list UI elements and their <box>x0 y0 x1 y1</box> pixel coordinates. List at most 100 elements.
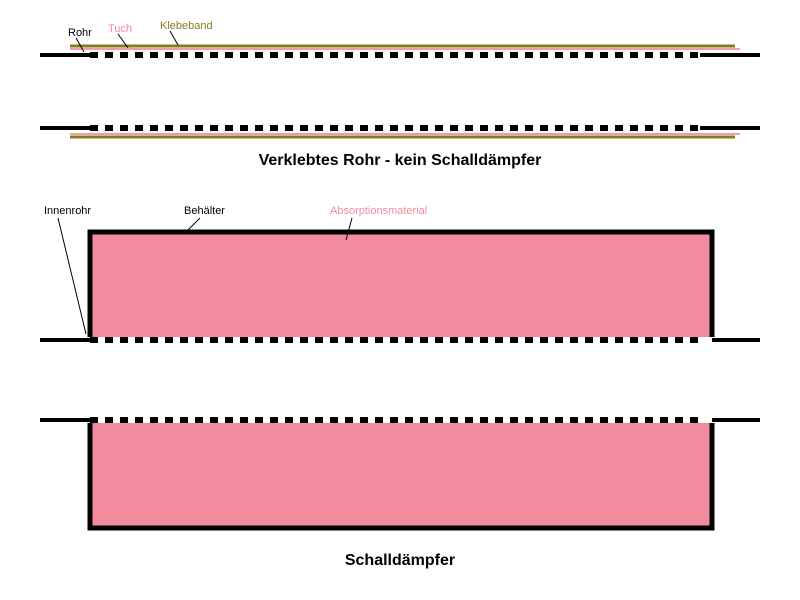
perf-seg <box>120 125 128 131</box>
perf-seg <box>570 125 578 131</box>
perf-seg <box>390 417 398 423</box>
perf-seg <box>600 417 608 423</box>
perf-seg <box>105 337 113 343</box>
perf-seg <box>90 52 98 58</box>
perf-seg <box>540 125 548 131</box>
perf-seg <box>390 52 398 58</box>
absorption-upper <box>90 235 712 338</box>
perf-seg <box>375 417 383 423</box>
perf-seg <box>555 417 563 423</box>
perf-seg <box>570 52 578 58</box>
perf-seg <box>630 125 638 131</box>
perf-seg <box>315 125 323 131</box>
perf-seg <box>135 337 143 343</box>
perf-seg <box>390 125 398 131</box>
perf-seg <box>525 52 533 58</box>
perf-seg <box>375 337 383 343</box>
perf-seg <box>600 52 608 58</box>
absorption-lower <box>90 423 712 526</box>
perf-seg <box>675 125 683 131</box>
perf-seg <box>285 125 293 131</box>
perf-seg <box>360 337 368 343</box>
perf-seg <box>405 337 413 343</box>
perf-seg <box>255 125 263 131</box>
perf-seg <box>105 417 113 423</box>
perforation-1 <box>90 125 698 131</box>
perf-seg <box>540 417 548 423</box>
rohr-label: Rohr <box>68 27 92 39</box>
perf-seg <box>300 417 308 423</box>
innenrohr-leader <box>58 218 86 334</box>
title-bottom: Schalldämpfer <box>345 552 455 569</box>
perf-seg <box>465 417 473 423</box>
perf-seg <box>345 52 353 58</box>
perf-seg <box>195 52 203 58</box>
perf-seg <box>555 337 563 343</box>
perf-seg <box>180 125 188 131</box>
perf-seg <box>525 417 533 423</box>
perf-seg <box>465 125 473 131</box>
perf-seg <box>630 337 638 343</box>
perf-seg <box>480 337 488 343</box>
perf-seg <box>630 52 638 58</box>
perf-seg <box>525 337 533 343</box>
perf-seg <box>450 52 458 58</box>
perf-seg <box>375 52 383 58</box>
perf-seg <box>645 52 653 58</box>
perf-seg <box>555 52 563 58</box>
perf-seg <box>120 337 128 343</box>
perf-seg <box>210 52 218 58</box>
perf-seg <box>510 417 518 423</box>
perf-seg <box>570 417 578 423</box>
perf-seg <box>585 52 593 58</box>
section-silencer <box>40 232 760 528</box>
perf-seg <box>165 337 173 343</box>
perf-seg <box>345 125 353 131</box>
perf-seg <box>675 337 683 343</box>
perf-seg <box>165 125 173 131</box>
perf-seg <box>615 337 623 343</box>
perf-seg <box>645 125 653 131</box>
perf-seg <box>150 337 158 343</box>
perf-seg <box>660 417 668 423</box>
absorption-label: Absorptionsmaterial <box>330 205 427 217</box>
perf-seg <box>135 417 143 423</box>
perf-seg <box>585 337 593 343</box>
perf-seg <box>480 52 488 58</box>
perf-seg <box>465 52 473 58</box>
perf-seg <box>225 337 233 343</box>
perf-seg <box>435 417 443 423</box>
perf-seg <box>315 337 323 343</box>
perf-seg <box>450 417 458 423</box>
perf-seg <box>315 52 323 58</box>
perf-seg <box>495 52 503 58</box>
perf-seg <box>360 52 368 58</box>
perf-seg <box>420 52 428 58</box>
perf-seg <box>240 337 248 343</box>
perf-seg <box>390 337 398 343</box>
perf-seg <box>615 52 623 58</box>
perf-seg <box>210 337 218 343</box>
perf-seg <box>690 125 698 131</box>
perf-seg <box>660 125 668 131</box>
perf-seg <box>645 337 653 343</box>
behaelter-label: Behälter <box>184 205 225 217</box>
perf-seg <box>405 52 413 58</box>
perf-seg <box>105 125 113 131</box>
perf-seg <box>660 52 668 58</box>
perf-seg <box>510 337 518 343</box>
klebeband-label: Klebeband <box>160 20 213 32</box>
perf-seg <box>600 337 608 343</box>
perf-seg <box>150 417 158 423</box>
perf-seg <box>180 337 188 343</box>
perf-seg <box>270 52 278 58</box>
perf-seg <box>240 417 248 423</box>
perf-seg <box>615 417 623 423</box>
perf-seg <box>615 125 623 131</box>
perf-seg <box>645 417 653 423</box>
perf-seg <box>150 52 158 58</box>
perf-seg <box>195 125 203 131</box>
perf-seg <box>660 337 668 343</box>
perf-seg <box>405 125 413 131</box>
perf-seg <box>285 52 293 58</box>
